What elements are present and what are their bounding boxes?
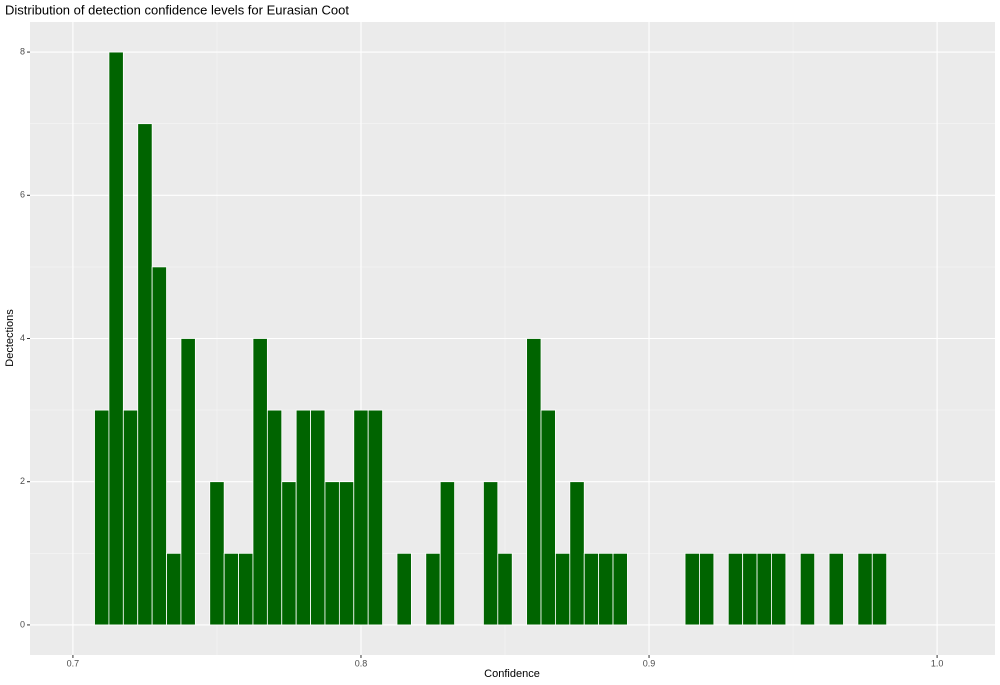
- bar: [425, 552, 441, 626]
- y-tick-label: 8: [20, 46, 25, 56]
- x-axis-label: Confidence: [484, 668, 540, 680]
- bar: [252, 338, 268, 626]
- x-tick-label: 0.9: [643, 658, 656, 668]
- bar: [684, 552, 700, 626]
- bar: [828, 552, 844, 626]
- bar: [396, 552, 412, 626]
- bar: [166, 552, 182, 626]
- bar: [857, 552, 873, 626]
- bar: [367, 409, 383, 626]
- bar: [310, 409, 326, 626]
- bar: [540, 409, 556, 626]
- bar: [324, 481, 340, 626]
- bar: [266, 409, 283, 626]
- y-tick-label: 4: [20, 333, 25, 343]
- bar: [238, 552, 254, 626]
- y-tick-label: 2: [20, 476, 25, 486]
- bar: [727, 552, 744, 626]
- x-tick-label: 1.0: [931, 658, 944, 668]
- bar: [223, 552, 239, 626]
- bar: [871, 552, 888, 626]
- y-axis-label: Dectections: [4, 309, 16, 367]
- bar: [598, 552, 614, 626]
- bar: [439, 481, 456, 626]
- bar: [799, 552, 816, 626]
- bar: [209, 481, 225, 626]
- bar: [612, 552, 628, 626]
- y-tick-label: 0: [20, 619, 25, 629]
- bar: [699, 552, 715, 626]
- bar: [151, 266, 167, 626]
- bar: [583, 552, 600, 626]
- bar: [526, 338, 542, 626]
- y-tick-label: 6: [20, 190, 25, 200]
- bar: [281, 481, 297, 626]
- bar: [295, 409, 311, 626]
- bar: [180, 338, 196, 626]
- bar: [353, 409, 369, 626]
- bar: [555, 552, 571, 626]
- bar: [94, 409, 110, 626]
- chart-title: Distribution of detection confidence lev…: [5, 2, 349, 17]
- bar: [771, 552, 787, 626]
- bar: [756, 552, 772, 626]
- bar: [483, 481, 499, 626]
- bar: [137, 123, 153, 626]
- x-tick-label: 0.8: [355, 658, 368, 668]
- bar: [108, 51, 124, 626]
- bar: [497, 552, 513, 626]
- bar: [122, 409, 139, 626]
- bar: [742, 552, 758, 626]
- bar: [338, 481, 355, 626]
- x-tick-label: 0.7: [67, 658, 80, 668]
- bar: [569, 481, 585, 626]
